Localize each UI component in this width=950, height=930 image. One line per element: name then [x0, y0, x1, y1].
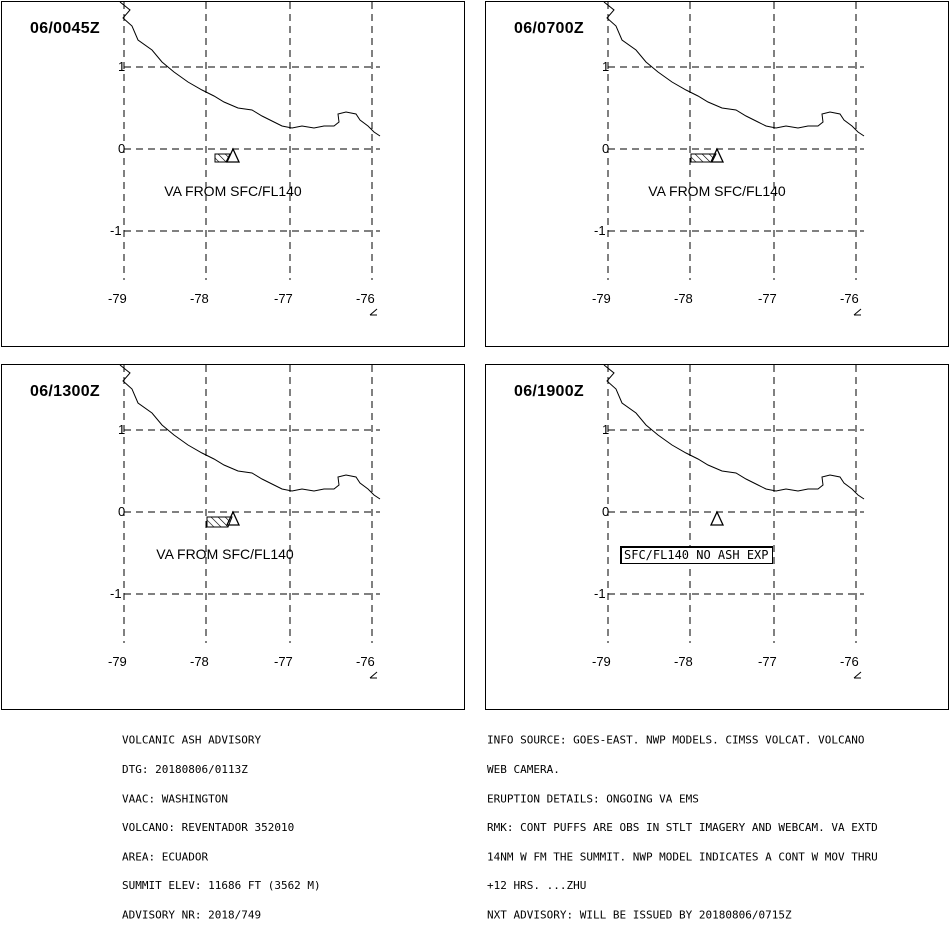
longitude-tick-label: -76: [356, 654, 375, 669]
advisory-header-block: VOLCANIC ASH ADVISORY DTG: 20180806/0113…: [122, 717, 321, 930]
longitude-tick-label: -79: [108, 291, 127, 306]
advisory-line: VOLCANO: REVENTADOR 352010: [122, 821, 295, 835]
latitude-tick-label: 1: [602, 59, 610, 74]
longitude-tick-label: -79: [592, 291, 611, 306]
longitude-tick-label: -76: [840, 654, 859, 669]
longitude-tick-label: -79: [108, 654, 127, 669]
advisory-line: AREA: ECUADOR: [122, 850, 209, 864]
volcanic-ash-altitude-label: VA FROM SFC/FL140: [156, 546, 294, 562]
latitude-tick-label: -1: [594, 223, 606, 238]
forecast-time-label: 06/0045Z: [30, 20, 101, 37]
latitude-tick-label: 1: [118, 422, 126, 437]
latitude-tick-label: 1: [118, 59, 126, 74]
map-canvas: [603, 2, 865, 316]
latitude-tick-label: 0: [118, 141, 126, 156]
longitude-tick-label: -78: [190, 291, 209, 306]
longitude-tick-label: -76: [356, 291, 375, 306]
longitude-tick-label: -78: [674, 654, 693, 669]
advisory-line: +12 HRS. ...ZHU: [487, 879, 587, 893]
map-canvas: [603, 365, 865, 679]
advisory-line: INFO SOURCE: GOES-EAST. NWP MODELS. CIMS…: [487, 734, 865, 747]
ash-cloud-area: [206, 516, 233, 528]
forecast-panel-0045z: 06/0045Z 1 0 -1 -79 -78 -77 -76 VA FROM SFC/FL14…: [1, 1, 465, 347]
volcano-triangle-icon: [225, 510, 241, 526]
coastline: [603, 365, 865, 500]
longitude-tick-label: -77: [274, 291, 293, 306]
advisory-line: VAAC: WASHINGTON: [122, 792, 228, 805]
no-ash-expected-box: SFC/FL140 NO ASH EXP: [620, 546, 773, 564]
volcano-triangle-icon: [709, 147, 725, 163]
latitude-tick-label: 1: [602, 422, 610, 437]
volcanic-ash-altitude-label: VA FROM SFC/FL140: [648, 183, 786, 199]
map-canvas: [119, 2, 381, 316]
advisory-line: 14NM W FM THE SUMMIT. NWP MODEL INDICATE…: [487, 850, 878, 864]
ash-cloud-area: [690, 153, 717, 163]
coastline: [119, 365, 381, 500]
coastline: [119, 2, 381, 137]
advisory-remarks-block: INFO SOURCE: GOES-EAST. NWP MODELS. CIMS…: [487, 717, 878, 930]
advisory-line: ADVISORY NR: 2018/749: [122, 908, 262, 922]
advisory-line: VOLCANIC ASH ADVISORY: [122, 734, 262, 747]
forecast-time-label: 06/1300Z: [30, 383, 101, 400]
forecast-panel-1300z: 06/1300Z 1 0 -1 -79 -78 -77 -76 VA FROM SFC/FL14…: [1, 364, 465, 710]
advisory-line: WEB CAMERA.: [487, 763, 560, 776]
latitude-tick-label: -1: [594, 586, 606, 601]
advisory-line: SUMMIT ELEV: 11686 FT (3562 M): [122, 879, 321, 893]
latitude-tick-label: -1: [110, 223, 122, 238]
volcano-triangle-icon: [225, 147, 241, 163]
latitude-tick-label: 0: [118, 504, 126, 519]
advisory-line: DTG: 20180806/0113Z: [122, 763, 248, 776]
advisory-line: NXT ADVISORY: WILL BE ISSUED BY 20180806…: [487, 908, 792, 922]
advisory-line: RMK: CONT PUFFS ARE OBS IN STLT IMAGERY …: [487, 821, 878, 835]
longitude-tick-label: -78: [674, 291, 693, 306]
longitude-tick-label: -77: [758, 654, 777, 669]
forecast-time-label: 06/1900Z: [514, 383, 585, 400]
advisory-line: ERUPTION DETAILS: ONGOING VA EMS: [487, 792, 699, 805]
longitude-tick-label: -77: [274, 654, 293, 669]
forecast-panel-1900z: 06/1900Z 1 0 -1 -79 -78 -77 -76 SFC/FL140 NO ASH…: [485, 364, 949, 710]
volcano-triangle-icon: [709, 510, 725, 526]
longitude-tick-label: -78: [190, 654, 209, 669]
latitude-tick-label: 0: [602, 504, 610, 519]
longitude-tick-label: -77: [758, 291, 777, 306]
forecast-time-label: 06/0700Z: [514, 20, 585, 37]
longitude-tick-label: -76: [840, 291, 859, 306]
volcanic-ash-altitude-label: VA FROM SFC/FL140: [164, 183, 302, 199]
forecast-panel-0700z: 06/0700Z 1 0 -1 -79 -78 -77 -76 VA FROM SFC/FL14…: [485, 1, 949, 347]
longitude-tick-label: -79: [592, 654, 611, 669]
latitude-tick-label: 0: [602, 141, 610, 156]
map-canvas: [119, 365, 381, 679]
latitude-tick-label: -1: [110, 586, 122, 601]
coastline: [603, 2, 865, 137]
